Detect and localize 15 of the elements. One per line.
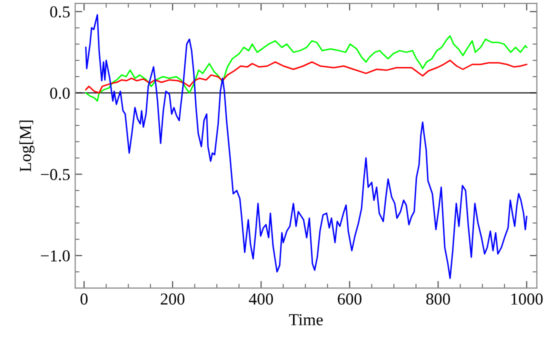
y-tick-label: 0.5 xyxy=(50,6,70,18)
x-tick-label: 600 xyxy=(338,293,362,305)
x-tick-label: 200 xyxy=(160,293,184,305)
y-axis-title: Log[M] xyxy=(19,120,35,172)
y-tick-label: −1.0 xyxy=(40,250,70,262)
x-tick-label: 800 xyxy=(426,293,450,305)
line-series xyxy=(85,60,528,94)
x-tick-label: 0 xyxy=(80,293,88,305)
line-series xyxy=(85,35,528,102)
x-tick-label: 400 xyxy=(248,293,273,305)
y-tick-label: 0.0 xyxy=(50,88,70,99)
y-tick-label: −0.5 xyxy=(40,168,70,180)
line-series xyxy=(85,14,528,280)
x-axis-title: Time xyxy=(289,314,323,326)
x-tick-label: 1000 xyxy=(511,293,543,305)
